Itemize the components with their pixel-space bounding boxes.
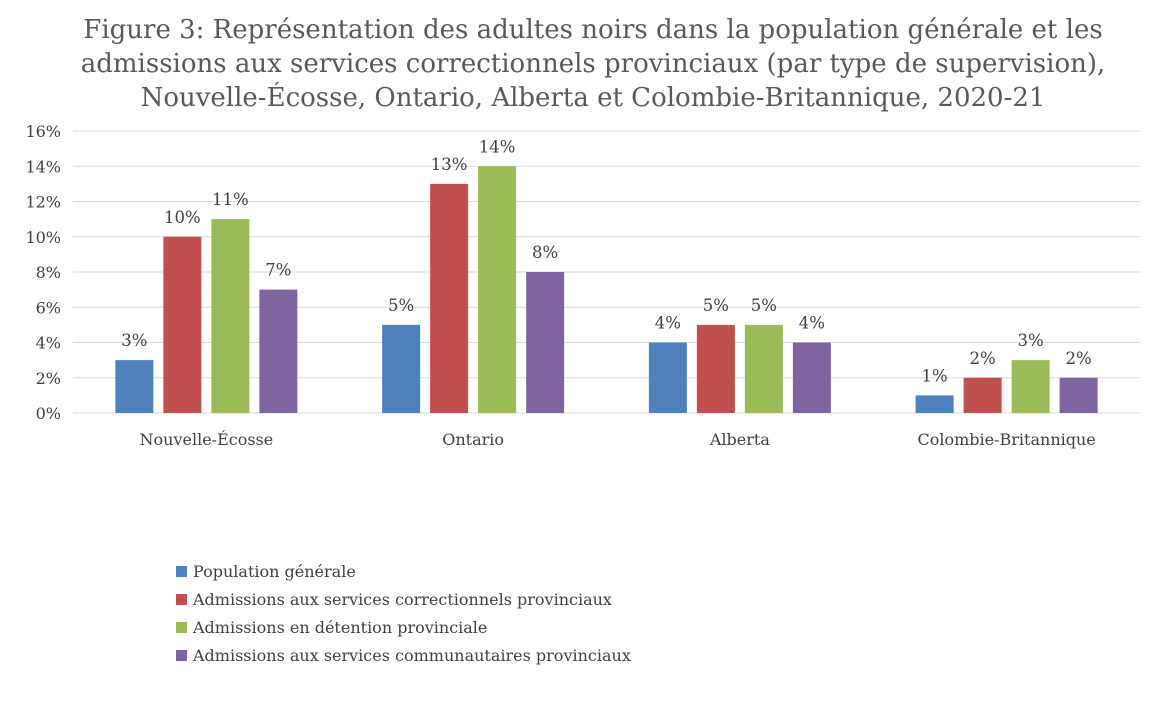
bar xyxy=(211,219,250,413)
bar xyxy=(1059,377,1098,413)
bar xyxy=(382,324,421,413)
data-label: 10% xyxy=(164,208,201,227)
bar xyxy=(1011,360,1050,413)
data-labels: 3% 10% 11% 7% 5% 13% 14% 8% 4% 5% 5% 4% 1% 2% 3% 2% xyxy=(121,137,1091,385)
gridlines xyxy=(73,130,1140,414)
bar xyxy=(792,342,831,413)
y-tick-label: 16% xyxy=(25,122,61,141)
legend: Population générale Admissions aux servic… xyxy=(176,562,631,665)
data-label: 5% xyxy=(751,296,777,315)
data-label: 4% xyxy=(799,314,825,333)
bar xyxy=(163,236,202,413)
x-tick-label: Colombie-Britannique xyxy=(917,430,1095,449)
data-label: 1% xyxy=(922,366,948,385)
bar xyxy=(430,183,469,413)
bar xyxy=(696,324,735,413)
y-tick-label: 4% xyxy=(36,334,61,353)
chart-title-line-3: Nouvelle-Écosse, Ontario, Alberta et Col… xyxy=(141,81,1046,113)
chart-title-line-1: Figure 3: Représentation des adultes noi… xyxy=(83,15,1102,45)
bar xyxy=(259,289,298,413)
data-label: 3% xyxy=(1018,331,1044,350)
x-axis: Nouvelle-Écosse Ontario Alberta Colombie-Br… xyxy=(140,429,1096,449)
data-label: 2% xyxy=(1066,349,1092,368)
y-tick-label: 0% xyxy=(36,404,61,423)
y-tick-label: 10% xyxy=(25,228,61,247)
chart-title-line-2: admissions aux services correctionnels p… xyxy=(81,49,1106,79)
y-tick-label: 12% xyxy=(25,193,61,212)
bar xyxy=(648,342,687,413)
data-label: 5% xyxy=(703,296,729,315)
data-label: 14% xyxy=(479,137,516,156)
legend-swatch xyxy=(176,622,187,633)
legend-swatch xyxy=(176,594,187,605)
legend-entry: Admissions aux services correctionnels p… xyxy=(192,590,612,609)
y-tick-label: 14% xyxy=(25,157,61,176)
y-tick-label: 6% xyxy=(36,298,61,317)
data-label: 2% xyxy=(970,349,996,368)
legend-entry: Population générale xyxy=(193,562,356,581)
bars xyxy=(115,166,1098,413)
data-label: 4% xyxy=(655,314,681,333)
x-tick-label: Alberta xyxy=(709,430,770,449)
x-tick-label: Ontario xyxy=(442,430,504,449)
data-label: 3% xyxy=(121,331,147,350)
bar xyxy=(526,272,565,413)
bar xyxy=(744,324,783,413)
bar xyxy=(963,377,1002,413)
bar xyxy=(478,166,517,413)
legend-swatch xyxy=(176,650,187,661)
y-tick-label: 8% xyxy=(36,263,61,282)
data-label: 13% xyxy=(431,155,468,174)
data-label: 5% xyxy=(388,296,414,315)
legend-entry: Admissions en détention provinciale xyxy=(192,618,487,637)
bar xyxy=(115,360,154,413)
x-tick-label: Nouvelle-Écosse xyxy=(140,429,274,449)
legend-entry: Admissions aux services communautaires p… xyxy=(192,646,631,665)
chart-title: Figure 3: Représentation des adultes noi… xyxy=(81,15,1106,113)
data-label: 7% xyxy=(265,261,291,280)
legend-swatch xyxy=(176,566,187,577)
y-axis: 0% 2% 4% 6% 8% 10% 12% 14% 16% xyxy=(25,122,61,423)
bar xyxy=(915,395,954,413)
y-tick-label: 2% xyxy=(36,369,61,388)
data-label: 11% xyxy=(212,190,249,209)
data-label: 8% xyxy=(532,243,558,262)
